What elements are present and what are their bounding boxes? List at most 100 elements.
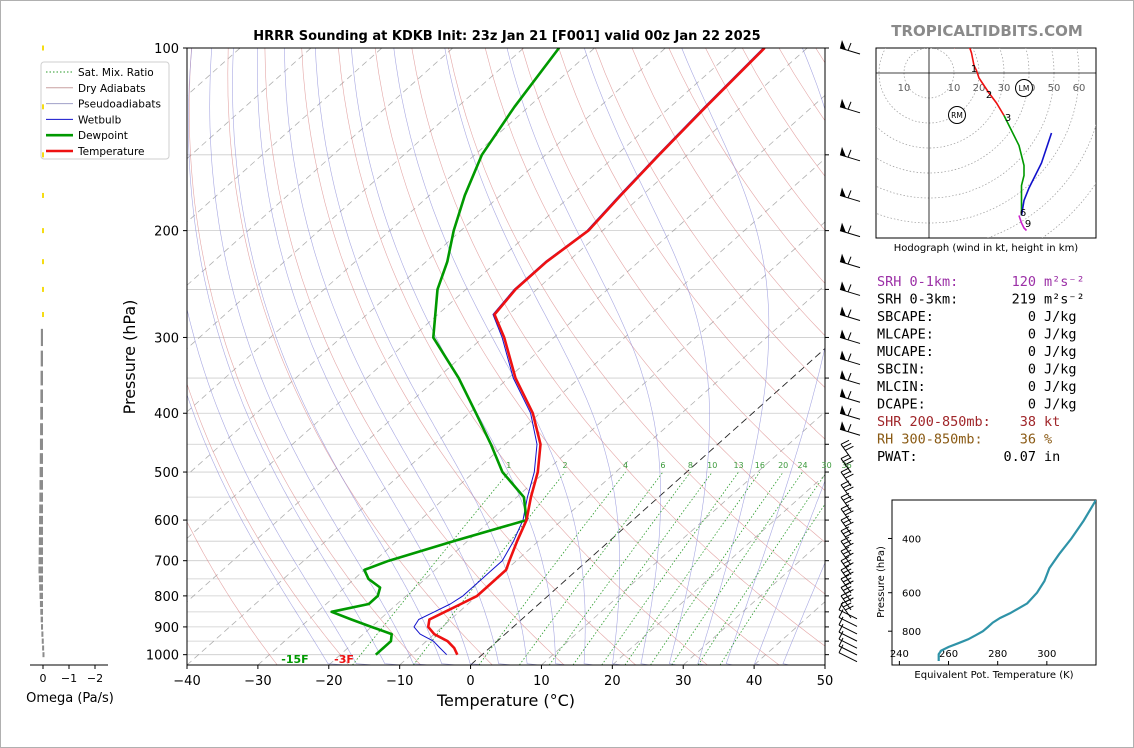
wind-barb-feather — [842, 442, 852, 448]
wind-barb — [840, 439, 854, 459]
hodograph-panel: 1010203040506012369RMLM — [875, 47, 1097, 239]
skewt-legend: Sat. Mix. Ratio Dry Adiabats Pseudoadiabat… — [40, 61, 170, 160]
mixing-ratio-line — [412, 471, 566, 665]
legend-label: Pseudoadiabats — [78, 99, 161, 111]
isotherm-line — [682, 537, 825, 665]
wind-barb-feather — [847, 424, 852, 432]
omega-bar — [39, 600, 43, 608]
moist-adiabat-line — [187, 307, 375, 665]
wind-barb-shaft — [840, 603, 852, 619]
hodograph-frame — [875, 47, 1097, 239]
mixing-ratio-line — [650, 471, 784, 665]
stat-label: MLCAPE: — [877, 327, 934, 343]
omega-bar — [40, 423, 43, 436]
theta-e-x-tick-label: 260 — [939, 649, 958, 660]
wind-barb-feather — [840, 546, 850, 552]
omega-bar — [39, 453, 43, 464]
wind-barb-feather — [840, 504, 850, 510]
wind-barb-feather — [842, 549, 852, 555]
omega-bar — [41, 638, 44, 644]
wind-barb-feather — [845, 460, 854, 465]
isotherm-line — [187, 48, 737, 539]
wind-barb-feather — [845, 562, 854, 568]
wind-barb-feather — [845, 571, 854, 577]
wind-barb — [839, 405, 861, 420]
hodograph-ring-label: 10 — [948, 83, 961, 94]
hodograph-height-label: 2 — [986, 90, 992, 101]
wind-barb-feather — [847, 408, 852, 416]
moist-adiabat-line — [444, 48, 623, 665]
legend-label: Temperature — [77, 146, 145, 158]
isotherm-line — [399, 284, 825, 665]
wind-barb — [839, 350, 861, 366]
moist-adiabat-line — [315, 48, 540, 665]
dry-adiabat-line — [188, 48, 421, 665]
wind-barb-feather — [845, 532, 854, 538]
profile-temperature — [426, 48, 766, 656]
wind-barb-feather — [842, 577, 852, 583]
y-tick-label: 400 — [154, 407, 179, 422]
wind-barb-feather — [842, 529, 852, 535]
theta-e-line — [937, 500, 1096, 661]
wind-barb-feather — [847, 190, 852, 199]
omega-bar — [38, 547, 43, 555]
wind-barb-flag — [840, 329, 846, 340]
wind-barbs — [838, 40, 861, 663]
hodograph-marker — [948, 106, 966, 124]
hodograph-height-label: 3 — [1005, 113, 1011, 124]
mixing-ratio-label: 10 — [707, 461, 717, 470]
wind-barb-flag — [840, 187, 846, 198]
stat-unit: J/kg — [1044, 379, 1077, 395]
omega-x-axis-label: Omega (Pa/s) — [26, 691, 114, 706]
hodograph-height-label: 1 — [971, 64, 977, 75]
mixing-ratio-labels: 1 2 4 6 8 10 13 16 20 24 30 36 — [506, 461, 851, 470]
mixing-ratio-label: 20 — [778, 461, 788, 470]
wind-barb-feather — [838, 623, 844, 633]
wind-barb-feather — [845, 445, 854, 451]
stat-label: DCAPE: — [877, 397, 926, 413]
omega-bar — [42, 286, 44, 292]
x-tick-label: −10 — [386, 674, 413, 689]
isotherm-line — [187, 48, 808, 603]
moist-adiabat-line — [506, 48, 661, 665]
dry-adiabat-line — [448, 48, 825, 595]
x-tick-label: 20 — [604, 674, 621, 689]
hodograph-trace — [954, 48, 1005, 116]
omega-bar — [42, 104, 44, 110]
x-tick-label: 40 — [746, 674, 763, 689]
theta-e-frame — [891, 499, 1097, 666]
wind-barb-feather — [838, 609, 844, 618]
watermark-text: TROPICALTIDBITS.COM — [891, 22, 1083, 40]
omega-bar — [39, 584, 43, 591]
wind-barb-flag — [840, 388, 846, 399]
stat-unit: % — [1044, 432, 1052, 448]
wind-barb-feather — [840, 480, 850, 486]
wind-barb-feather — [845, 473, 854, 479]
x-tick-label: −40 — [173, 674, 200, 689]
mixing-ratio-label: 30 — [822, 461, 832, 470]
wind-barb-feather — [840, 574, 850, 580]
moist-adiabat-line — [187, 393, 347, 665]
y-tick-label: 100 — [154, 42, 179, 57]
wind-barb — [840, 467, 854, 487]
wind-barb — [839, 281, 861, 296]
moist-adiabat-line — [256, 48, 485, 665]
legend-label: Dewpoint — [78, 130, 128, 142]
wind-barb — [840, 536, 854, 556]
stat-unit: J/kg — [1044, 327, 1077, 343]
wind-barb-feather — [840, 591, 850, 597]
wind-barb-feather — [840, 556, 850, 562]
mixing-ratio-line — [697, 473, 825, 665]
omega-bar — [42, 192, 44, 198]
wind-barb-flag — [840, 405, 846, 416]
mixing-ratio-label: 24 — [797, 461, 807, 470]
wind-barb-feather — [842, 470, 852, 476]
dry-adiabat-line — [411, 48, 825, 647]
wind-barb-feather — [842, 568, 852, 574]
omega-bar — [39, 480, 43, 490]
mixing-ratio-line — [719, 503, 825, 665]
omega-bar — [40, 406, 43, 420]
legend-label: Sat. Mix. Ratio — [78, 67, 154, 79]
wind-barb-flag — [840, 222, 846, 233]
